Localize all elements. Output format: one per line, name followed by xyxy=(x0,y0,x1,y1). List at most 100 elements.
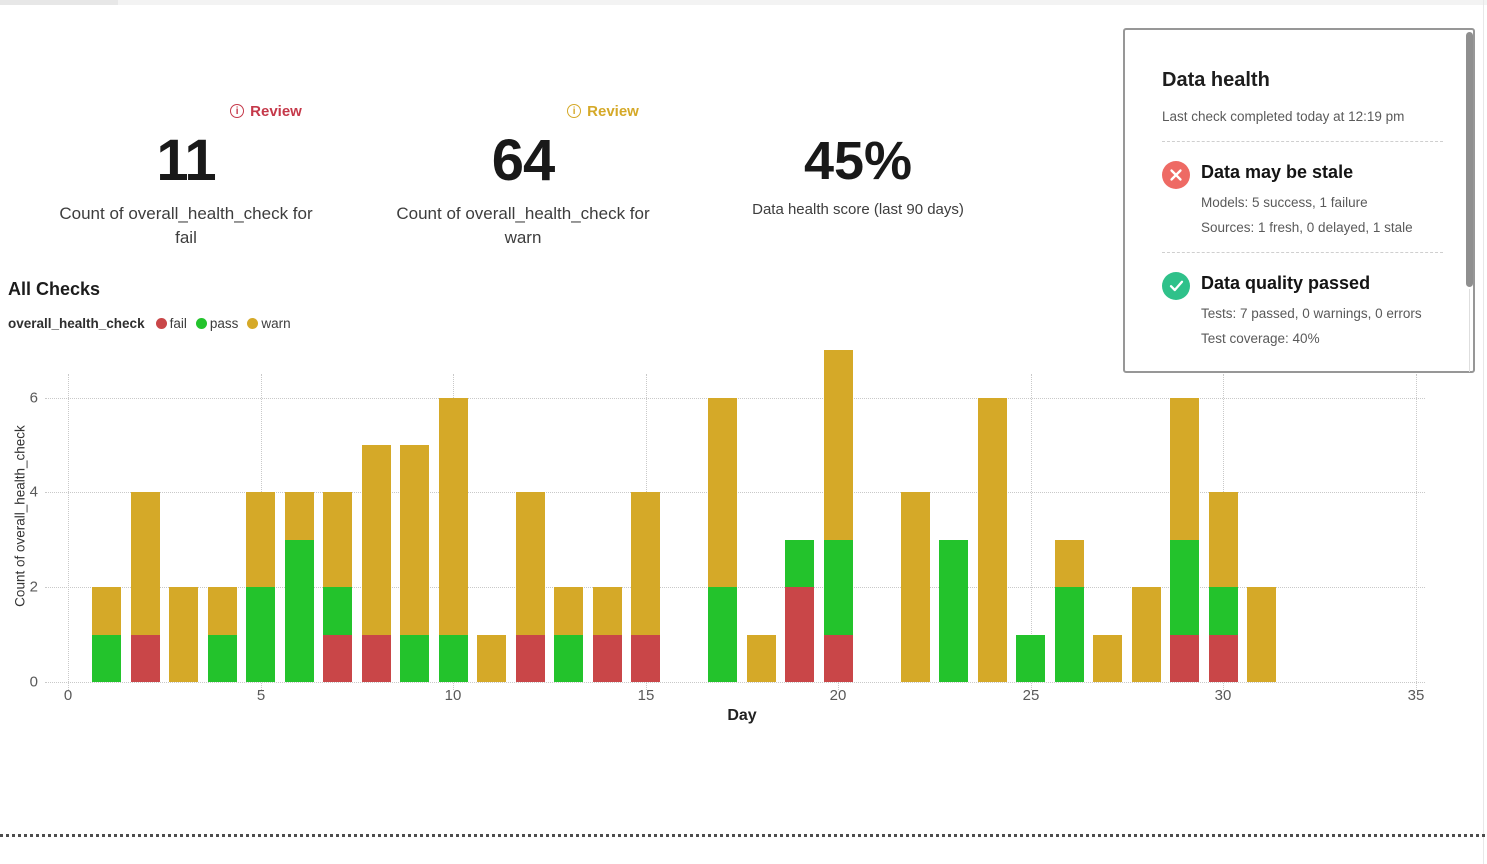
panel-title: Data health xyxy=(1162,69,1270,91)
top-strip-left-segment xyxy=(0,0,118,5)
bar-pass-day-25[interactable] xyxy=(1016,635,1045,682)
bar-warn-day-2[interactable] xyxy=(131,492,160,635)
panel-subtitle: Last check completed today at 12:19 pm xyxy=(1162,109,1405,124)
bar-pass-day-5[interactable] xyxy=(246,587,275,682)
v-gridline xyxy=(68,374,69,690)
bar-pass-day-10[interactable] xyxy=(439,635,468,682)
status-line: Test coverage: 40% xyxy=(1201,331,1320,346)
legend-item-pass[interactable]: pass xyxy=(195,316,238,331)
bar-warn-day-24[interactable] xyxy=(978,398,1007,682)
bar-warn-day-14[interactable] xyxy=(593,587,622,635)
bar-fail-day-14[interactable] xyxy=(593,635,622,682)
metric-label: Count of overall_health_check for warn xyxy=(396,204,650,247)
legend-item-label: fail xyxy=(169,316,187,331)
y-tick-label: 0 xyxy=(29,673,38,691)
x-circle-icon xyxy=(1162,161,1190,189)
metric-label: Count of overall_health_check for fail xyxy=(59,204,313,247)
chart-title: All Checks xyxy=(8,279,101,299)
status-title: Data quality passed xyxy=(1201,273,1371,293)
bar-warn-day-18[interactable] xyxy=(747,635,776,682)
bar-warn-day-28[interactable] xyxy=(1132,587,1161,682)
metric-fail-count: i Review 11 Count of overall_health_chec… xyxy=(26,100,346,250)
review-badge-fail[interactable]: i Review xyxy=(106,100,426,122)
legend-series-name: overall_health_check xyxy=(8,316,145,331)
bar-warn-day-3[interactable] xyxy=(169,587,198,682)
bar-warn-day-22[interactable] xyxy=(901,492,930,682)
panel-scrollbar-thumb[interactable] xyxy=(1466,32,1473,287)
metric-value: 11 xyxy=(156,128,216,193)
fail-dot-icon xyxy=(155,318,167,329)
bar-fail-day-2[interactable] xyxy=(131,635,160,682)
divider xyxy=(1162,141,1443,142)
legend-item-warn[interactable]: warn xyxy=(247,316,291,331)
bar-warn-day-5[interactable] xyxy=(246,492,275,587)
x-tick-label: 25 xyxy=(1022,687,1040,704)
x-tick-label: 15 xyxy=(637,687,655,704)
bar-fail-day-20[interactable] xyxy=(824,635,853,682)
bar-warn-day-6[interactable] xyxy=(285,492,314,540)
bottom-dotted-divider xyxy=(0,834,1487,837)
bar-warn-day-30[interactable] xyxy=(1209,492,1238,587)
x-tick-label: 30 xyxy=(1214,687,1232,704)
pass-dot-icon xyxy=(195,318,207,329)
bar-warn-day-29[interactable] xyxy=(1170,398,1199,540)
bar-fail-day-8[interactable] xyxy=(362,635,391,682)
x-tick-label: 5 xyxy=(256,687,266,704)
panel-scrollbar-track xyxy=(1469,289,1470,372)
bar-warn-day-10[interactable] xyxy=(439,398,468,635)
metric-label: Data health score (last 90 days) xyxy=(752,201,964,218)
y-tick-label: 4 xyxy=(29,483,38,501)
bar-fail-day-29[interactable] xyxy=(1170,635,1199,682)
bar-warn-day-8[interactable] xyxy=(362,445,391,635)
bar-warn-day-12[interactable] xyxy=(516,492,545,635)
bar-warn-day-20[interactable] xyxy=(824,350,853,540)
bar-pass-day-6[interactable] xyxy=(285,540,314,682)
bar-warn-day-31[interactable] xyxy=(1247,587,1276,682)
bar-pass-day-20[interactable] xyxy=(824,540,853,635)
bar-pass-day-23[interactable] xyxy=(939,540,968,682)
bar-pass-day-7[interactable] xyxy=(323,587,352,635)
bar-pass-day-13[interactable] xyxy=(554,635,583,682)
status-line: Sources: 1 fresh, 0 delayed, 1 stale xyxy=(1201,220,1413,235)
y-tick-label: 2 xyxy=(29,578,38,596)
bar-fail-day-7[interactable] xyxy=(323,635,352,682)
bar-fail-day-12[interactable] xyxy=(516,635,545,682)
bar-warn-day-1[interactable] xyxy=(92,587,121,635)
bar-pass-day-26[interactable] xyxy=(1055,587,1084,682)
bar-warn-day-7[interactable] xyxy=(323,492,352,587)
metric-value: 64 xyxy=(491,128,556,193)
bar-warn-day-26[interactable] xyxy=(1055,540,1084,587)
bar-warn-day-4[interactable] xyxy=(208,587,237,635)
bar-warn-day-9[interactable] xyxy=(400,445,429,635)
data-health-panel: Data health Last check completed today a… xyxy=(1123,28,1475,373)
bar-pass-day-4[interactable] xyxy=(208,635,237,682)
h-gridline xyxy=(45,682,1425,683)
bar-warn-day-11[interactable] xyxy=(477,635,506,682)
bar-fail-day-30[interactable] xyxy=(1209,635,1238,682)
bar-warn-day-27[interactable] xyxy=(1093,635,1122,682)
bar-pass-day-29[interactable] xyxy=(1170,540,1199,635)
bar-pass-day-19[interactable] xyxy=(785,540,814,587)
info-icon: i xyxy=(567,104,582,118)
x-tick-label: 10 xyxy=(444,687,462,704)
bar-pass-day-30[interactable] xyxy=(1209,587,1238,635)
x-tick-label: 0 xyxy=(63,687,73,704)
bar-warn-day-13[interactable] xyxy=(554,587,583,635)
metric-warn-count: i Review 64 Count of overall_health_chec… xyxy=(363,100,683,250)
status-line: Models: 5 success, 1 failure xyxy=(1201,195,1368,210)
page-right-edge xyxy=(1483,0,1484,864)
bar-pass-day-17[interactable] xyxy=(708,587,737,682)
review-badge-warn[interactable]: i Review xyxy=(443,100,763,122)
metric-value: 45% xyxy=(803,131,913,191)
bar-fail-day-15[interactable] xyxy=(631,635,660,682)
bar-warn-day-15[interactable] xyxy=(631,492,660,635)
bar-pass-day-9[interactable] xyxy=(400,635,429,682)
status-item-stale: Data may be stale Models: 5 success, 1 f… xyxy=(1162,160,1443,235)
bar-warn-day-17[interactable] xyxy=(708,398,737,587)
legend-item-fail[interactable]: fail xyxy=(155,316,187,331)
x-tick-label: 35 xyxy=(1407,687,1425,704)
bar-pass-day-1[interactable] xyxy=(92,635,121,682)
bar-fail-day-19[interactable] xyxy=(785,587,814,682)
y-tick-label: 6 xyxy=(29,389,38,407)
